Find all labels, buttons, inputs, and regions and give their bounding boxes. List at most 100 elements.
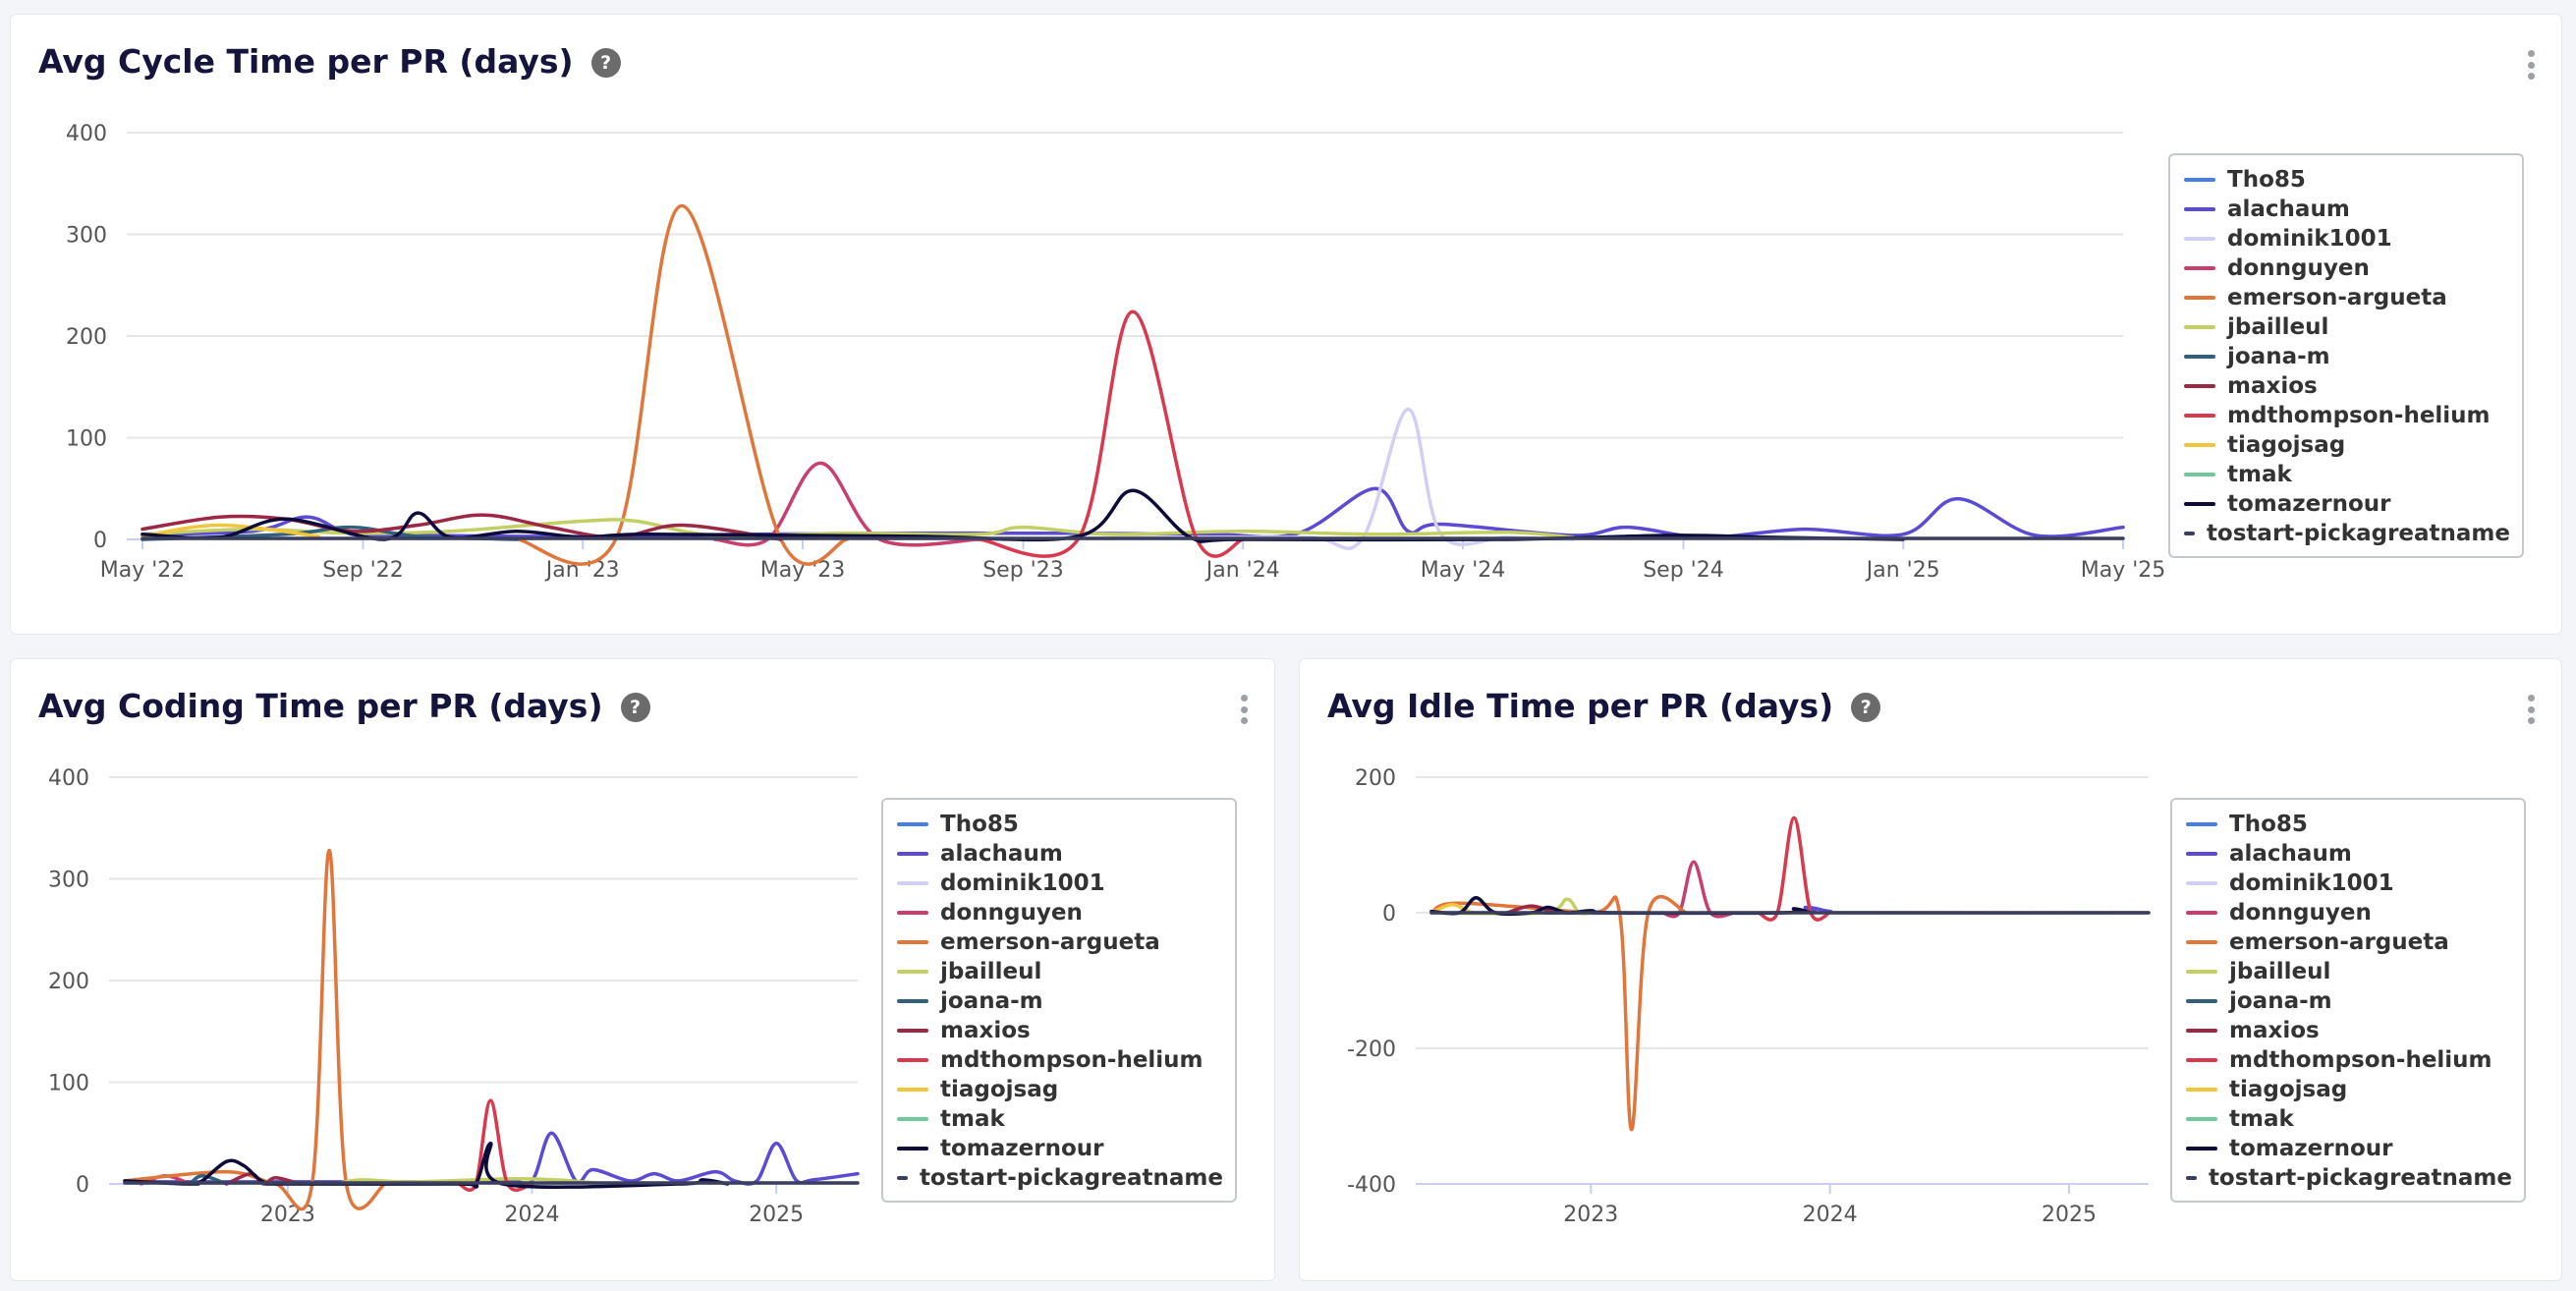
legend-item-joana-m[interactable]: joana-m <box>897 986 1223 1016</box>
legend-item-tiagojsag[interactable]: tiagojsag <box>897 1075 1223 1104</box>
legend-swatch <box>2186 1088 2217 1092</box>
legend-item-tomazernour[interactable]: tomazernour <box>2184 489 2510 519</box>
legend-label: alachaum <box>940 841 1063 867</box>
legend-label: tiagojsag <box>2227 432 2346 458</box>
series-line-jbailleul[interactable] <box>334 1176 607 1186</box>
legend-item-emerson-argueta[interactable]: emerson-argueta <box>897 927 1223 957</box>
legend-item-tmak[interactable]: tmak <box>897 1104 1223 1134</box>
help-icon[interactable]: ? <box>1851 693 1881 722</box>
x-tick-label: 2024 <box>505 1203 560 1227</box>
series-line-mdthompson-helium[interactable] <box>1756 815 1832 922</box>
y-tick-label: 300 <box>66 224 107 249</box>
legend-label: emerson-argueta <box>940 929 1160 955</box>
legend-item-dominik1001[interactable]: dominik1001 <box>2186 869 2512 898</box>
legend-swatch <box>897 822 928 826</box>
legend-item-jbailleul[interactable]: jbailleul <box>2186 957 2512 986</box>
legend-item-alachaum[interactable]: alachaum <box>2184 195 2510 224</box>
legend-swatch <box>2184 207 2215 211</box>
legend-item-emerson-argueta[interactable]: emerson-argueta <box>2184 283 2510 312</box>
x-tick-label: 2024 <box>1803 1203 1858 1227</box>
legend-swatch <box>2186 1176 2197 1180</box>
legend-swatch <box>2184 296 2215 300</box>
legend-item-Tho85[interactable]: Tho85 <box>2184 165 2510 195</box>
legend-item-maxios[interactable]: maxios <box>897 1016 1223 1045</box>
cycle-time-legend: Tho85 alachaum dominik1001 donnguyen emerson… <box>2168 153 2524 558</box>
legend-item-jbailleul[interactable]: jbailleul <box>897 957 1223 986</box>
legend-item-donnguyen[interactable]: donnguyen <box>2184 253 2510 283</box>
legend-item-tostart-pickagreatname[interactable]: tostart-pickagreatname <box>2184 519 2510 548</box>
more-options-icon[interactable] <box>1239 695 1249 724</box>
y-tick-label: 0 <box>76 1173 89 1198</box>
series-line-maxios[interactable] <box>1505 904 1557 915</box>
legend-item-tomazernour[interactable]: tomazernour <box>2186 1134 2512 1163</box>
x-tick-label: Sep '23 <box>982 558 1064 583</box>
legend-item-alachaum[interactable]: alachaum <box>897 839 1223 869</box>
series-line-emerson-argueta[interactable] <box>1429 895 1689 1132</box>
legend-item-alachaum[interactable]: alachaum <box>2186 839 2512 869</box>
x-tick-label: May '24 <box>1421 558 1506 583</box>
x-tick-label: 2025 <box>749 1203 804 1227</box>
legend-label: tiagojsag <box>2229 1077 2348 1102</box>
legend-item-tiagojsag[interactable]: tiagojsag <box>2184 430 2510 460</box>
legend-swatch <box>897 1029 928 1033</box>
help-icon[interactable]: ? <box>620 693 650 722</box>
legend-item-tomazernour[interactable]: tomazernour <box>897 1134 1223 1163</box>
y-tick-label: 200 <box>48 970 89 994</box>
series-line-maxios[interactable] <box>140 513 783 541</box>
series-line-mdthompson-helium[interactable] <box>457 1098 534 1192</box>
series-line-donnguyen[interactable] <box>1660 860 1737 919</box>
more-options-icon[interactable] <box>2526 695 2536 724</box>
more-options-icon[interactable] <box>2526 50 2536 80</box>
legend-item-mdthompson-helium[interactable]: mdthompson-helium <box>897 1045 1223 1075</box>
cycle-time-title: Avg Cycle Time per PR (days)? <box>38 42 621 81</box>
help-icon[interactable]: ? <box>590 48 621 78</box>
series-line-emerson-argueta[interactable] <box>123 848 388 1211</box>
y-tick-label: 0 <box>1382 902 1396 926</box>
y-tick-label: 300 <box>48 869 89 893</box>
x-tick-label: Jan '25 <box>1865 558 1940 583</box>
legend-item-joana-m[interactable]: joana-m <box>2184 342 2510 371</box>
legend-item-dominik1001[interactable]: dominik1001 <box>897 869 1223 898</box>
legend-item-tostart-pickagreatname[interactable]: tostart-pickagreatname <box>897 1163 1223 1193</box>
legend-label: tostart-pickagreatname <box>2206 521 2510 546</box>
legend-item-Tho85[interactable]: Tho85 <box>897 810 1223 839</box>
legend-item-mdthompson-helium[interactable]: mdthompson-helium <box>2184 401 2510 430</box>
legend-item-Tho85[interactable]: Tho85 <box>2186 810 2512 839</box>
legend-item-tmak[interactable]: tmak <box>2186 1104 2512 1134</box>
legend-label: emerson-argueta <box>2227 285 2447 310</box>
legend-label: jbailleul <box>940 959 1042 984</box>
legend-label: tmak <box>940 1106 1005 1132</box>
x-tick-label: Jan '23 <box>544 558 620 583</box>
legend-item-emerson-argueta[interactable]: emerson-argueta <box>2186 927 2512 957</box>
legend-item-mdthompson-helium[interactable]: mdthompson-helium <box>2186 1045 2512 1075</box>
legend-item-donnguyen[interactable]: donnguyen <box>2186 898 2512 927</box>
legend-item-jbailleul[interactable]: jbailleul <box>2184 312 2510 342</box>
legend-swatch <box>897 999 928 1003</box>
legend-item-maxios[interactable]: maxios <box>2184 371 2510 401</box>
legend-item-maxios[interactable]: maxios <box>2186 1016 2512 1045</box>
legend-item-tmak[interactable]: tmak <box>2184 460 2510 489</box>
legend-label: emerson-argueta <box>2229 929 2449 955</box>
series-line-jbailleul[interactable] <box>140 518 1575 539</box>
legend-swatch <box>2186 999 2217 1003</box>
legend-item-dominik1001[interactable]: dominik1001 <box>2184 224 2510 253</box>
series-line-emerson-argueta[interactable] <box>515 203 849 566</box>
series-line-tiagojsag[interactable] <box>140 523 321 538</box>
series-line-donnguyen[interactable] <box>712 461 981 547</box>
legend-item-joana-m[interactable]: joana-m <box>2186 986 2512 1016</box>
legend-label: dominik1001 <box>2229 870 2394 896</box>
legend-swatch <box>2184 355 2215 359</box>
legend-swatch <box>2184 325 2215 329</box>
legend-swatch <box>2186 1058 2217 1062</box>
legend-item-donnguyen[interactable]: donnguyen <box>897 898 1223 927</box>
legend-label: dominik1001 <box>2227 226 2392 252</box>
legend-swatch <box>897 1117 928 1121</box>
legend-swatch <box>897 1088 928 1092</box>
legend-label: Tho85 <box>940 812 1019 837</box>
legend-item-tostart-pickagreatname[interactable]: tostart-pickagreatname <box>2186 1163 2512 1193</box>
series-line-mdthompson-helium[interactable] <box>977 309 1245 558</box>
legend-label: tmak <box>2229 1106 2294 1132</box>
legend-item-tiagojsag[interactable]: tiagojsag <box>2186 1075 2512 1104</box>
legend-swatch <box>2186 822 2217 826</box>
